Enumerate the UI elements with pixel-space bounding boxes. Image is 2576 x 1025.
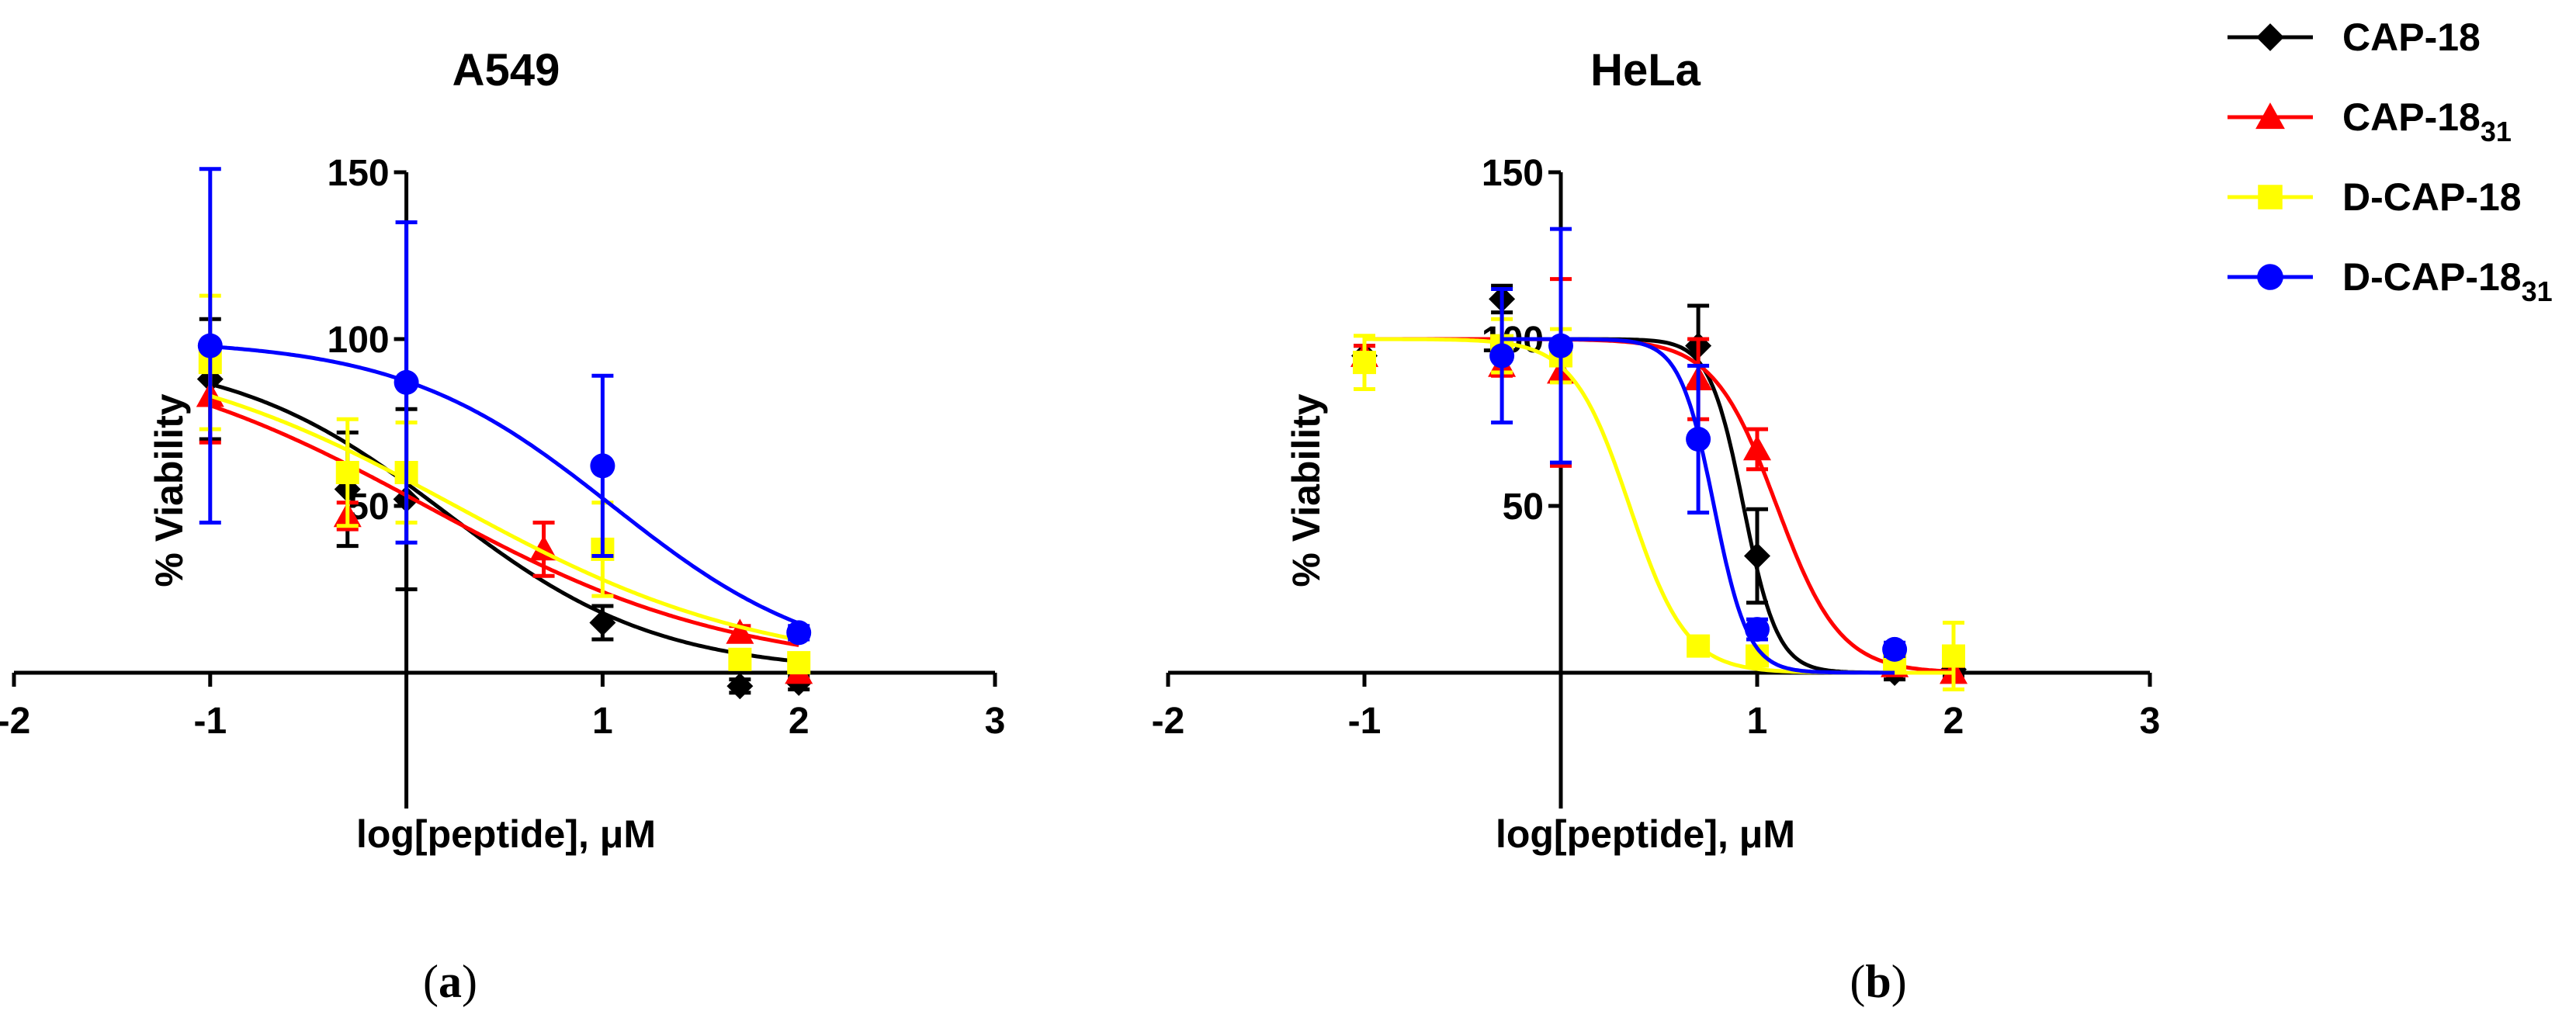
- series-dcap18_31: [1489, 227, 1908, 675]
- x-tick-label: 1: [592, 701, 613, 742]
- legend-label: D-CAP-1831: [2342, 255, 2553, 307]
- series-cap18_31: [196, 347, 813, 684]
- legend: CAP-18 CAP-1831 D-CAP-18 D-CAP-1831: [2228, 16, 2553, 307]
- x-tick-label: 1: [1747, 701, 1768, 742]
- data-point: [1548, 333, 1573, 358]
- x-axis-title: log[peptide], μM: [356, 812, 656, 856]
- data-point: [786, 620, 812, 646]
- data-point: [726, 618, 754, 644]
- legend-item-dcap18_31: D-CAP-1831: [2228, 255, 2553, 307]
- data-point: [590, 453, 615, 479]
- legend-label: CAP-18: [2342, 16, 2481, 59]
- data-point: [1942, 644, 1965, 668]
- y-tick-label: 150: [1482, 153, 1544, 194]
- x-tick-label: -2: [1152, 701, 1185, 742]
- data-point: [726, 673, 754, 700]
- x-tick-label: 3: [2140, 701, 2161, 742]
- fit-curve: [1364, 337, 1954, 674]
- legend-marker: [2255, 102, 2285, 130]
- legend-label-subscript: 31: [2522, 275, 2553, 307]
- series-dcap18_31: [197, 167, 812, 646]
- legend-label: D-CAP-18: [2342, 175, 2522, 219]
- legend-label: CAP-1831: [2342, 95, 2512, 147]
- legend-label-subscript: 31: [2481, 116, 2512, 147]
- data-point: [728, 647, 752, 671]
- panel-label: (a): [423, 956, 477, 1007]
- panel-a: A549 % Viability log[peptide], μM -2 -1 1 2…: [0, 45, 1005, 1007]
- x-axis-title: log[peptide], μM: [1496, 812, 1795, 856]
- fit-curve: [1364, 337, 1954, 675]
- legend-marker: [2256, 23, 2284, 51]
- x-tick-label: 2: [789, 701, 810, 742]
- data-point: [1686, 427, 1711, 452]
- data-point: [335, 461, 359, 484]
- data-point: [787, 651, 811, 675]
- fit-curve: [210, 345, 800, 625]
- data-point: [1687, 634, 1711, 658]
- data-point: [1882, 636, 1908, 662]
- data-point: [1743, 435, 1771, 461]
- x-tick-label: -1: [1348, 701, 1382, 742]
- panel-title: HeLa: [1590, 45, 1701, 95]
- legend-item-cap18: CAP-18: [2228, 16, 2481, 59]
- fit-curve: [210, 393, 799, 642]
- legend-marker: [2258, 185, 2283, 210]
- data-point: [394, 369, 419, 395]
- data-point: [1744, 542, 1770, 570]
- x-tick-label: 3: [985, 701, 1006, 742]
- x-tick-label: 2: [1943, 701, 1964, 742]
- y-axis-title: % Viability: [1285, 393, 1328, 587]
- data-point: [1745, 617, 1770, 642]
- series-cap18: [196, 317, 813, 700]
- x-tick-label: -2: [0, 701, 30, 742]
- legend-marker: [2257, 264, 2283, 290]
- fit-curve: [1364, 337, 1954, 675]
- data-point: [1489, 343, 1515, 369]
- legend-item-dcap18: D-CAP-18: [2228, 175, 2522, 219]
- y-tick-label: 50: [1503, 487, 1544, 528]
- x-tick-label: -1: [193, 701, 227, 742]
- panel-label: (b): [1850, 956, 1906, 1007]
- data-point: [197, 333, 223, 358]
- series-dcap18: [1353, 317, 1965, 691]
- y-tick-label: 100: [328, 320, 390, 361]
- y-tick-label: 150: [328, 153, 390, 194]
- series-dcap18: [198, 293, 811, 675]
- fit-curve: [210, 382, 799, 663]
- panel-b: HeLa % Viability log[peptide], μM -2 -1 1 2…: [1152, 45, 2161, 1007]
- data-point: [1353, 351, 1376, 375]
- panel-title: A549: [452, 45, 560, 95]
- data-point: [589, 609, 616, 636]
- y-axis-title: % Viability: [147, 393, 191, 587]
- fit-curve: [209, 403, 799, 647]
- legend-item-cap18_31: CAP-1831: [2228, 95, 2512, 147]
